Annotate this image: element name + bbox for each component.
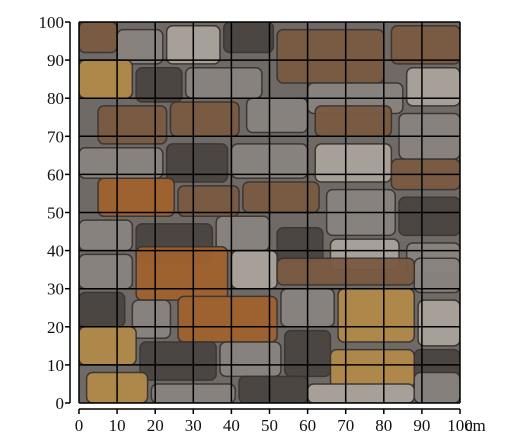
stone — [276, 28, 385, 84]
stone — [413, 371, 460, 403]
stone — [131, 299, 172, 339]
y-axis-tick-label: 100 — [39, 13, 65, 32]
stone — [169, 101, 240, 138]
stone — [314, 105, 393, 138]
x-axis-tick-label: 30 — [185, 416, 202, 435]
stone — [79, 59, 134, 99]
stone — [135, 246, 229, 301]
stone — [329, 348, 416, 389]
measurement-grid — [78, 21, 461, 404]
stone — [417, 299, 460, 347]
stones-layer — [79, 22, 460, 403]
x-axis-tick-label: 20 — [147, 416, 164, 435]
x-axis-tick-label: 40 — [223, 416, 240, 435]
x-axis-tick-label: 100 — [447, 416, 473, 435]
stone — [337, 287, 416, 343]
stone — [219, 341, 282, 378]
stone — [314, 143, 393, 183]
x-axis-tick-label: 70 — [337, 416, 354, 435]
stone — [79, 22, 118, 54]
stone — [177, 185, 240, 218]
x-axis-tick-labels: 0 10 20 30 40 50 60 70 80 90 100 — [75, 416, 473, 435]
y-axis-tick-label: 60 — [47, 165, 64, 184]
stone — [116, 28, 164, 65]
stone — [97, 105, 168, 145]
x-axis-tick-label: 50 — [261, 416, 278, 435]
stone — [79, 146, 164, 179]
stone — [413, 257, 460, 294]
stone — [398, 196, 460, 237]
y-axis-tick-label: 0 — [56, 394, 65, 413]
stone — [79, 291, 126, 328]
x-axis-tick-label: 80 — [375, 416, 392, 435]
y-axis-tick-labels: 0 10 20 30 40 50 60 70 80 90 100 — [39, 13, 65, 413]
x-axis-tick-label: 60 — [299, 416, 316, 435]
x-axis-tick-label: 10 — [109, 416, 126, 435]
stone — [79, 253, 134, 290]
x-axis-tick-label: 90 — [413, 416, 430, 435]
y-axis-tick-label: 50 — [47, 204, 64, 223]
y-axis-tick-label: 30 — [47, 280, 64, 299]
y-axis-tick-label: 90 — [47, 51, 64, 70]
stone — [238, 375, 309, 403]
stone — [184, 66, 263, 99]
stone — [135, 66, 183, 103]
x-axis-tick-label: 0 — [75, 416, 84, 435]
stone — [306, 383, 416, 403]
stone — [276, 226, 324, 263]
y-axis-tick-label: 10 — [47, 356, 64, 375]
x-axis-unit-label: cm — [465, 416, 486, 435]
stone — [97, 177, 175, 218]
stone — [79, 326, 137, 366]
stone — [405, 66, 460, 107]
stone — [245, 97, 309, 134]
y-axis-tick-label: 20 — [47, 318, 64, 337]
stone — [139, 341, 217, 381]
y-axis-tick-label: 80 — [47, 89, 64, 108]
stone — [230, 249, 278, 290]
stone — [223, 22, 275, 54]
y-axis-tick-label: 70 — [47, 127, 64, 146]
stone — [215, 215, 271, 252]
stone — [79, 219, 134, 252]
stone — [165, 143, 229, 183]
axes — [65, 21, 461, 414]
stone — [390, 25, 460, 65]
y-axis-tick-label: 40 — [47, 242, 64, 261]
